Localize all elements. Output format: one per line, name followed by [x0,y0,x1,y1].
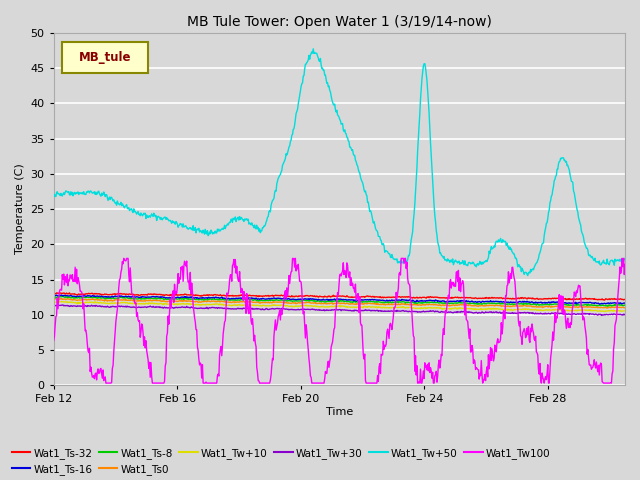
Text: MB_tule: MB_tule [79,51,131,64]
X-axis label: Time: Time [326,407,353,417]
Y-axis label: Temperature (C): Temperature (C) [15,164,25,254]
Legend: Wat1_Ts-32, Wat1_Ts-16, Wat1_Ts-8, Wat1_Ts0, Wat1_Tw+10, Wat1_Tw+30, Wat1_Tw+50,: Wat1_Ts-32, Wat1_Ts-16, Wat1_Ts-8, Wat1_… [12,448,550,475]
FancyBboxPatch shape [62,42,148,73]
Title: MB Tule Tower: Open Water 1 (3/19/14-now): MB Tule Tower: Open Water 1 (3/19/14-now… [187,15,492,29]
